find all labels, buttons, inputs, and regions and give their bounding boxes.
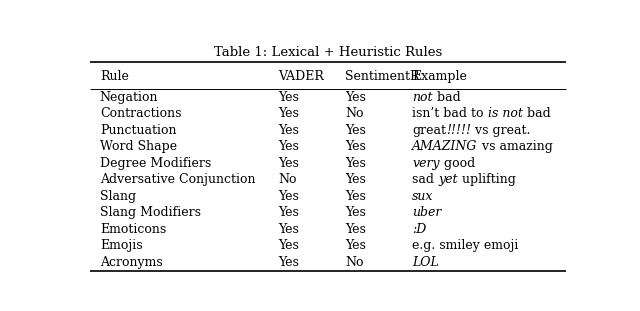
Text: Yes: Yes <box>346 223 366 236</box>
Text: good: good <box>440 157 475 170</box>
Text: sad: sad <box>412 173 438 186</box>
Text: Yes: Yes <box>346 157 366 170</box>
Text: is not: is not <box>488 107 523 120</box>
Text: VADER: VADER <box>278 70 324 83</box>
Text: Rule: Rule <box>100 70 129 83</box>
Text: isn’t bad to: isn’t bad to <box>412 107 488 120</box>
Text: Adversative Conjunction: Adversative Conjunction <box>100 173 255 186</box>
Text: No: No <box>346 107 364 120</box>
Text: AMAZING: AMAZING <box>412 140 477 153</box>
Text: Punctuation: Punctuation <box>100 124 177 137</box>
Text: Example: Example <box>412 70 467 83</box>
Text: Emoticons: Emoticons <box>100 223 166 236</box>
Text: No: No <box>278 173 297 186</box>
Text: Word Shape: Word Shape <box>100 140 177 153</box>
Text: Yes: Yes <box>278 124 300 137</box>
Text: :D: :D <box>412 223 427 236</box>
Text: No: No <box>346 256 364 269</box>
Text: Degree Modifiers: Degree Modifiers <box>100 157 211 170</box>
Text: Emojis: Emojis <box>100 239 143 253</box>
Text: sux: sux <box>412 190 434 203</box>
Text: bad: bad <box>433 91 461 104</box>
Text: uplifting: uplifting <box>458 173 516 186</box>
Text: Yes: Yes <box>346 173 366 186</box>
Text: Yes: Yes <box>346 239 366 253</box>
Text: LOL: LOL <box>412 256 439 269</box>
Text: uber: uber <box>412 207 442 219</box>
Text: Yes: Yes <box>346 91 366 104</box>
Text: Yes: Yes <box>346 124 366 137</box>
Text: Yes: Yes <box>278 107 300 120</box>
Text: vs amazing: vs amazing <box>477 140 552 153</box>
Text: Acronyms: Acronyms <box>100 256 163 269</box>
Text: Yes: Yes <box>278 157 300 170</box>
Text: vs great.: vs great. <box>471 124 531 137</box>
Text: yet: yet <box>438 173 458 186</box>
Text: Slang: Slang <box>100 190 136 203</box>
Text: Yes: Yes <box>278 256 300 269</box>
Text: Yes: Yes <box>278 223 300 236</box>
Text: Contractions: Contractions <box>100 107 181 120</box>
Text: great: great <box>412 124 446 137</box>
Text: Yes: Yes <box>278 207 300 219</box>
Text: bad: bad <box>523 107 550 120</box>
Text: Yes: Yes <box>346 190 366 203</box>
Text: Yes: Yes <box>278 140 300 153</box>
Text: Table 1: Lexical + Heuristic Rules: Table 1: Lexical + Heuristic Rules <box>214 46 442 59</box>
Text: Yes: Yes <box>346 207 366 219</box>
Text: SentimentR: SentimentR <box>346 70 420 83</box>
Text: !!!!!: !!!!! <box>446 124 471 137</box>
Text: Negation: Negation <box>100 91 158 104</box>
Text: Yes: Yes <box>278 239 300 253</box>
Text: Yes: Yes <box>346 140 366 153</box>
Text: not: not <box>412 91 433 104</box>
Text: very: very <box>412 157 440 170</box>
Text: e.g. smiley emoji: e.g. smiley emoji <box>412 239 518 253</box>
Text: Yes: Yes <box>278 91 300 104</box>
Text: Slang Modifiers: Slang Modifiers <box>100 207 201 219</box>
Text: Yes: Yes <box>278 190 300 203</box>
